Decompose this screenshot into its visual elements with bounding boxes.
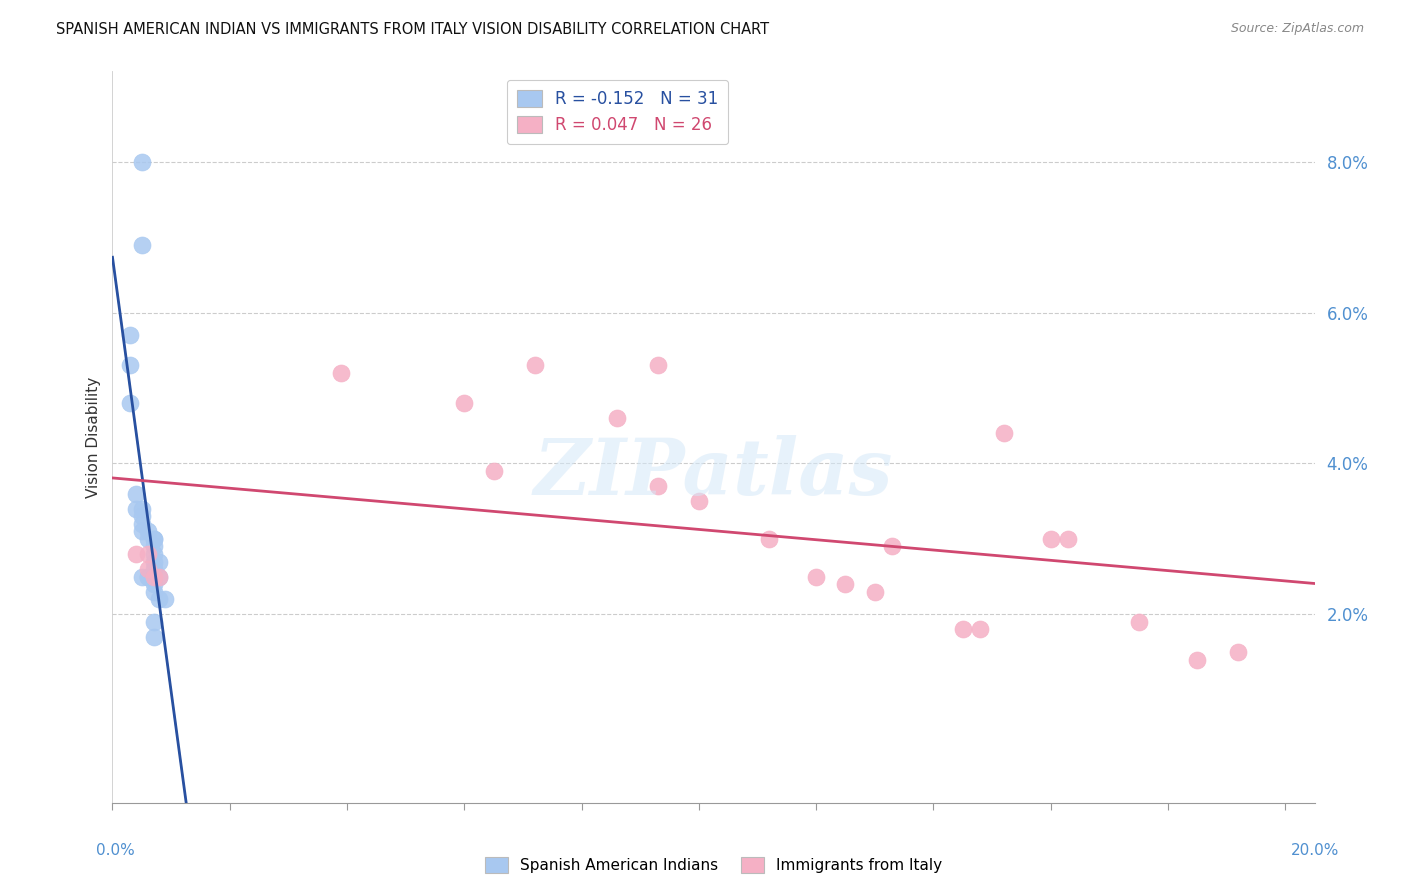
Point (1039, 532, 1062, 546)
Point (131, 509, 153, 524)
Point (688, 494, 710, 508)
Point (453, 396, 475, 410)
Point (148, 554, 170, 568)
Point (120, 328, 142, 343)
Point (330, 366, 353, 380)
Point (863, 584, 886, 599)
Point (125, 547, 148, 561)
Legend: Spanish American Indians, Immigrants from Italy: Spanish American Indians, Immigrants fro… (478, 851, 949, 880)
Point (131, 569, 153, 583)
Point (142, 532, 165, 546)
Point (131, 501, 153, 516)
Point (142, 615, 165, 629)
Text: 0.0%: 0.0% (96, 843, 135, 858)
Point (804, 569, 827, 583)
Point (142, 577, 165, 591)
Point (120, 359, 142, 373)
Point (1057, 532, 1080, 546)
Point (882, 540, 904, 554)
Point (142, 562, 165, 576)
Text: Source: ZipAtlas.com: Source: ZipAtlas.com (1230, 22, 1364, 36)
Point (148, 569, 170, 583)
Point (647, 479, 669, 493)
Point (136, 562, 159, 576)
Point (148, 569, 170, 583)
Point (131, 237, 153, 252)
Point (142, 569, 165, 583)
Point (834, 577, 856, 591)
Point (142, 554, 165, 568)
Point (758, 532, 780, 546)
Point (136, 532, 159, 546)
Point (1227, 645, 1250, 659)
Point (136, 524, 159, 539)
Point (131, 524, 153, 539)
Point (136, 569, 159, 583)
Point (952, 623, 974, 637)
Point (142, 547, 165, 561)
Point (142, 569, 165, 583)
Point (1187, 652, 1209, 666)
Point (142, 532, 165, 546)
Point (647, 359, 669, 373)
Point (148, 592, 170, 607)
Text: ZIPatlas: ZIPatlas (534, 435, 893, 512)
Point (136, 569, 159, 583)
Point (136, 547, 159, 561)
Y-axis label: Vision Disability: Vision Disability (86, 376, 101, 498)
Point (993, 426, 1015, 441)
Text: 20.0%: 20.0% (1291, 843, 1339, 858)
Text: SPANISH AMERICAN INDIAN VS IMMIGRANTS FROM ITALY VISION DISABILITY CORRELATION C: SPANISH AMERICAN INDIAN VS IMMIGRANTS FR… (56, 22, 769, 37)
Point (142, 584, 165, 599)
Point (155, 592, 177, 607)
Point (131, 154, 153, 169)
Point (606, 411, 628, 425)
Point (131, 516, 153, 531)
Point (1128, 615, 1150, 629)
Point (142, 630, 165, 644)
Point (125, 486, 148, 500)
Point (142, 540, 165, 554)
Point (969, 623, 991, 637)
Point (482, 464, 505, 478)
Point (523, 359, 546, 373)
Point (120, 396, 142, 410)
Point (125, 501, 148, 516)
